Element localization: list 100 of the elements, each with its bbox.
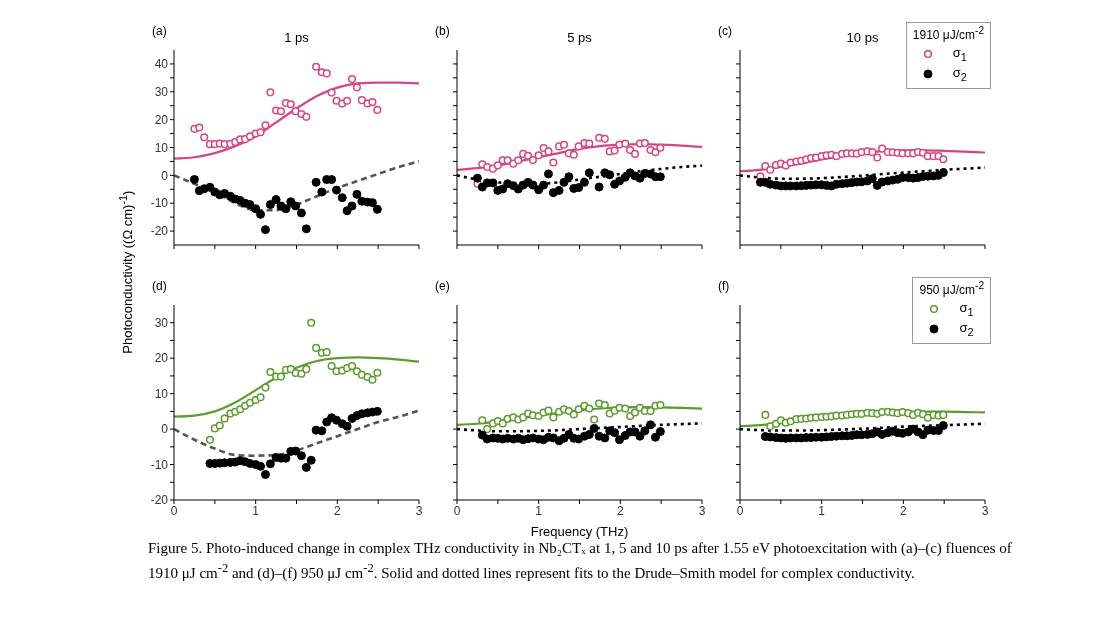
point [266, 88, 275, 97]
point [256, 393, 265, 402]
point [584, 429, 594, 439]
point [368, 375, 377, 384]
point [306, 455, 316, 465]
point [352, 189, 362, 199]
point [761, 410, 770, 419]
point [343, 96, 352, 105]
point [635, 403, 644, 412]
point [302, 112, 311, 121]
point [569, 150, 578, 159]
point [342, 421, 352, 431]
point [939, 410, 948, 419]
point [195, 123, 204, 132]
point [615, 435, 625, 445]
point [594, 182, 604, 192]
point [276, 107, 286, 116]
chart-title: 5 ps [567, 30, 592, 45]
point [347, 361, 357, 371]
point [656, 143, 665, 152]
x-tick-label: 2 [616, 503, 624, 518]
point [528, 180, 538, 190]
text: (d) [152, 279, 167, 293]
y-tick-label: 0 [161, 422, 169, 437]
point [544, 406, 553, 415]
point [301, 462, 311, 472]
point [245, 132, 254, 141]
point [549, 158, 558, 167]
point [569, 410, 578, 419]
x-axis-title: Frequency (THz) [530, 524, 629, 539]
point [286, 100, 295, 109]
legend-label: σ$_{2}$ [952, 65, 967, 83]
point [574, 405, 583, 414]
point [256, 128, 265, 137]
point [260, 469, 270, 479]
point [322, 69, 331, 78]
point [245, 398, 254, 407]
point [472, 173, 482, 183]
chart-title: 1 ps [284, 30, 309, 45]
point [524, 151, 533, 160]
point [347, 201, 357, 211]
point [205, 435, 214, 444]
point [574, 142, 583, 151]
point [621, 139, 630, 148]
point [478, 416, 487, 425]
text: (b) [435, 24, 450, 38]
point [189, 175, 199, 185]
chart-title: 10 ps [846, 30, 879, 45]
point [265, 200, 275, 210]
point [585, 404, 594, 413]
point [938, 421, 948, 431]
point [276, 372, 286, 381]
point [332, 96, 341, 105]
point [873, 153, 882, 162]
point [373, 105, 382, 114]
point [503, 156, 512, 165]
y-tick-label: 0 [161, 168, 169, 183]
y-tick-label: -20 [150, 493, 169, 508]
x-tick-label: 0 [453, 503, 461, 518]
y-tick-label: 10 [154, 386, 169, 401]
y-tick-label: -10 [150, 457, 169, 472]
point [630, 408, 640, 417]
y-tick-label: 30 [154, 315, 169, 330]
point [317, 426, 327, 436]
point [352, 83, 361, 92]
text: (c) [718, 24, 732, 38]
point [332, 185, 342, 195]
x-tick-label: 2 [333, 503, 341, 518]
text: (a) [152, 24, 167, 38]
point [312, 62, 321, 71]
point [626, 145, 635, 155]
point [347, 74, 357, 84]
point [590, 415, 599, 424]
point [564, 172, 574, 182]
point [650, 432, 660, 442]
point [585, 139, 594, 148]
point [554, 185, 564, 195]
y-tick-label: -20 [150, 224, 169, 239]
point [655, 427, 665, 437]
y-tick-label: 10 [154, 140, 169, 155]
x-tick-label: 2 [899, 503, 907, 518]
point [579, 177, 589, 187]
point [605, 170, 615, 180]
point [640, 138, 649, 148]
point [337, 193, 347, 203]
point [595, 133, 604, 142]
point [574, 183, 584, 193]
point [640, 426, 650, 436]
point [646, 420, 656, 430]
point [544, 147, 553, 156]
point [265, 459, 275, 469]
caption: Figure 5. Photo-induced change in complex THz conductivity in Nb₂CTₓ at 1, 5 and 10 ps after 1.55 eV photoexcitation with (a)–(c) fluences of 1910 μJ cm$^{-2}$ and (d)–(f) 950 μJ cm$^{-2}$. Solid and dotted lines represent fits to the Drude–Smith model for complex conductivity. [148, 540, 1012, 581]
point [543, 169, 553, 179]
point [296, 451, 306, 461]
point [528, 411, 537, 420]
point [302, 365, 311, 374]
point [923, 413, 932, 422]
point [584, 168, 594, 178]
point [600, 433, 610, 443]
point [766, 165, 775, 174]
